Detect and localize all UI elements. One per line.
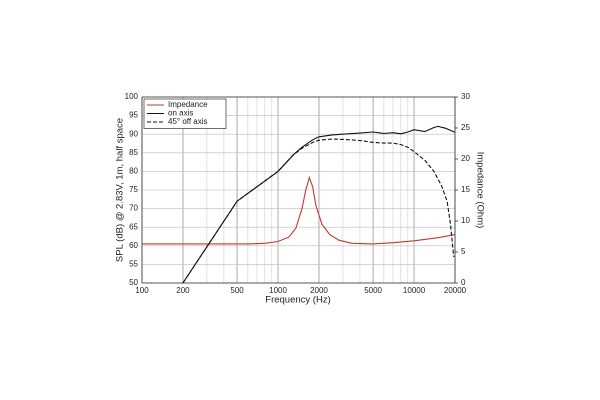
y2-tick-label: 0 [461, 278, 466, 287]
y-tick-label: 100 [125, 92, 139, 101]
x-tick-label: 500 [230, 286, 244, 295]
y-tick-label: 70 [129, 204, 138, 213]
y2-tick-label: 30 [461, 92, 470, 101]
y2-tick-label: 25 [461, 123, 470, 132]
y-tick-label: 65 [129, 222, 138, 231]
y2-tick-label: 10 [461, 216, 470, 225]
y2-axis-title: Impedance (Ohm) [474, 152, 485, 229]
x-tick-label: 200 [176, 286, 190, 295]
legend-label: 45° off axis [168, 117, 208, 126]
x-tick-label: 2000 [310, 286, 328, 295]
y2-tick-label: 20 [461, 154, 470, 163]
x-tick-label: 1000 [269, 286, 287, 295]
y-tick-label: 60 [129, 241, 138, 250]
x-tick-label: 20000 [444, 286, 467, 295]
y-tick-label: 95 [129, 111, 138, 120]
y-tick-label: 85 [129, 148, 138, 157]
legend-label: Impedance [168, 100, 208, 109]
y2-tick-label: 15 [461, 185, 470, 194]
y-tick-label: 55 [129, 260, 138, 269]
x-tick-label: 10000 [403, 286, 426, 295]
y2-tick-label: 5 [461, 247, 466, 256]
y-tick-label: 80 [129, 167, 138, 176]
y-tick-label: 90 [129, 129, 138, 138]
series-line [182, 138, 455, 283]
x-axis-title: Frequency (Hz) [265, 295, 330, 306]
y-axis-title: SPL (dB) @ 2.83V, 1m, half space [115, 118, 126, 262]
y-tick-label: 50 [129, 278, 138, 287]
legend-label: on axis [168, 109, 193, 118]
x-tick-label: 100 [135, 286, 149, 295]
series-line [142, 175, 455, 245]
x-tick-label: 5000 [364, 286, 382, 295]
plot-frame [141, 96, 456, 284]
y-tick-label: 75 [129, 185, 138, 194]
